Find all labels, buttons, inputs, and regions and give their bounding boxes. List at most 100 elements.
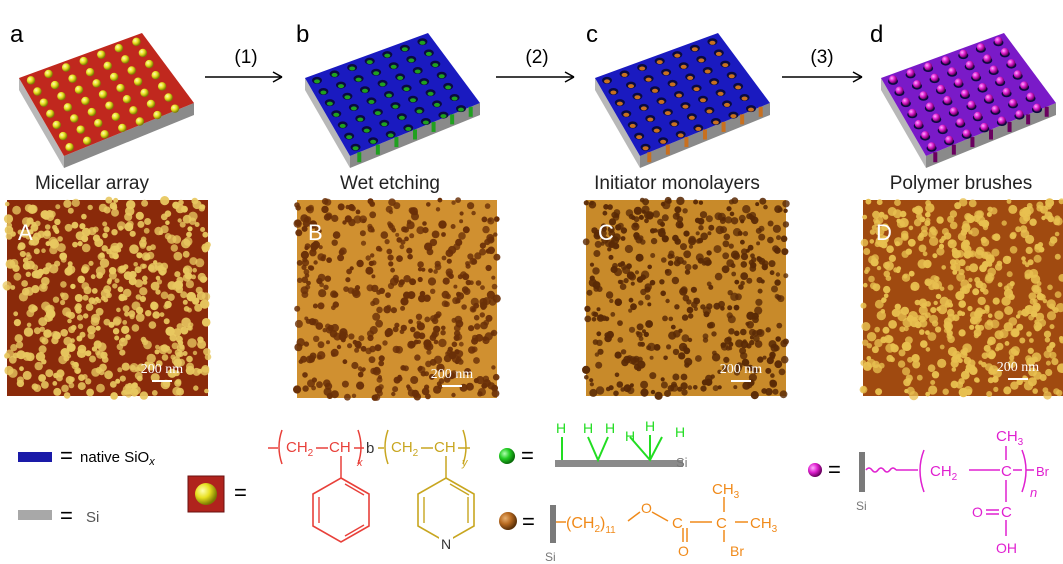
- afm-particle: [96, 298, 102, 304]
- afm-pit: [700, 304, 706, 310]
- slab-polymer-brushes: [881, 33, 1056, 168]
- afm-particle: [975, 324, 981, 330]
- edge-notch: [933, 152, 938, 163]
- micelle-dot: [127, 66, 136, 75]
- afm-pit: [767, 220, 774, 227]
- afm-particle: [71, 221, 79, 229]
- afm-particle: [129, 230, 136, 237]
- afm-particle: [1035, 323, 1043, 330]
- afm-pit: [369, 345, 376, 353]
- legend-swatch-native: [18, 452, 52, 462]
- afm-pit: [416, 322, 425, 331]
- brush-dot: [959, 49, 968, 58]
- afm-pit: [435, 207, 441, 212]
- afm-particle: [1023, 381, 1034, 391]
- afm-pit: [772, 388, 779, 395]
- afm-pit: [713, 245, 722, 254]
- afm-pit: [755, 298, 763, 306]
- afm-particle: [874, 339, 883, 348]
- micelle-dot: [57, 92, 66, 101]
- afm-pit: [441, 290, 450, 299]
- afm-pit: [752, 367, 759, 374]
- afm-particle: [22, 370, 32, 380]
- afm-pit: [371, 274, 376, 279]
- afm-particle: [881, 223, 889, 231]
- afm-letter-B: B: [308, 220, 323, 245]
- afm-particle: [977, 296, 986, 306]
- afm-pit: [757, 288, 763, 294]
- afm-particle: [1011, 328, 1020, 337]
- afm-pit: [688, 313, 694, 319]
- afm-pit: [742, 231, 749, 237]
- afm-particle: [192, 297, 199, 305]
- afm-pit: [393, 202, 401, 210]
- afm-particle: [868, 275, 875, 283]
- micelle-dot: [52, 120, 61, 130]
- afm-pit: [411, 389, 420, 398]
- afm-particle: [909, 391, 919, 401]
- afm-pit: [693, 385, 698, 390]
- afm-particle: [1021, 256, 1026, 261]
- afm-particle: [950, 264, 957, 271]
- afm-pit: [727, 305, 733, 311]
- micelle-dot: [153, 110, 162, 120]
- afm-particle: [918, 244, 927, 253]
- afm-pit: [682, 208, 688, 214]
- afm-pit: [639, 215, 644, 220]
- micelle-dot: [103, 61, 112, 70]
- afm-particle: [135, 294, 142, 300]
- afm-pit: [638, 300, 644, 306]
- afm-particle: [894, 241, 901, 247]
- h-atom-6: H: [675, 424, 685, 440]
- afm-pit: [488, 298, 497, 306]
- afm-pit: [759, 197, 767, 205]
- afm-pit: [438, 220, 447, 229]
- afm-pit: [607, 204, 613, 210]
- micelle-dot: [129, 106, 138, 115]
- orange-monolayer-dot: [735, 85, 742, 90]
- brush-dot: [1007, 59, 1016, 68]
- afm-pit: [323, 387, 332, 396]
- afm-particle: [180, 326, 189, 335]
- br-label: Br: [730, 543, 744, 559]
- afm-particle: [197, 272, 206, 282]
- afm-pit: [393, 376, 401, 384]
- afm-pit: [600, 230, 607, 237]
- afm-pit: [312, 303, 318, 309]
- afm-particle: [921, 225, 928, 233]
- afm-particle: [1025, 206, 1034, 215]
- afm-particle: [12, 205, 21, 215]
- afm-pit: [681, 389, 688, 396]
- afm-particle: [912, 360, 921, 369]
- afm-particle: [60, 329, 68, 337]
- afm-particle: [1003, 285, 1010, 291]
- afm-pit: [740, 239, 745, 245]
- afm-particle: [947, 346, 958, 357]
- afm-pit: [719, 218, 726, 225]
- edge-notch: [357, 152, 362, 163]
- afm-pit: [740, 280, 745, 286]
- afm-particle: [77, 275, 85, 284]
- afm-particle: [900, 306, 910, 316]
- afm-pit: [597, 348, 604, 355]
- afm-pit: [584, 375, 589, 380]
- afm-particle: [60, 299, 66, 306]
- afm-pit: [589, 200, 594, 206]
- afm-pit: [762, 355, 767, 360]
- afm-pit: [378, 355, 385, 362]
- afm-pit: [610, 312, 616, 317]
- afm-pit: [481, 216, 488, 223]
- afm-pit: [776, 322, 783, 329]
- afm-pit: [311, 385, 316, 391]
- afm-particle: [890, 343, 897, 350]
- orange-monolayer-dot: [704, 69, 711, 74]
- afm-pit: [623, 355, 631, 364]
- slab-left-side: [19, 78, 64, 168]
- afm-particle: [1001, 296, 1011, 306]
- afm-particle: [999, 329, 1009, 339]
- afm-pit: [755, 202, 760, 207]
- afm-particle: [1039, 294, 1046, 301]
- afm-particle: [87, 325, 96, 335]
- afm-particle: [117, 286, 124, 293]
- afm-pit: [629, 383, 634, 388]
